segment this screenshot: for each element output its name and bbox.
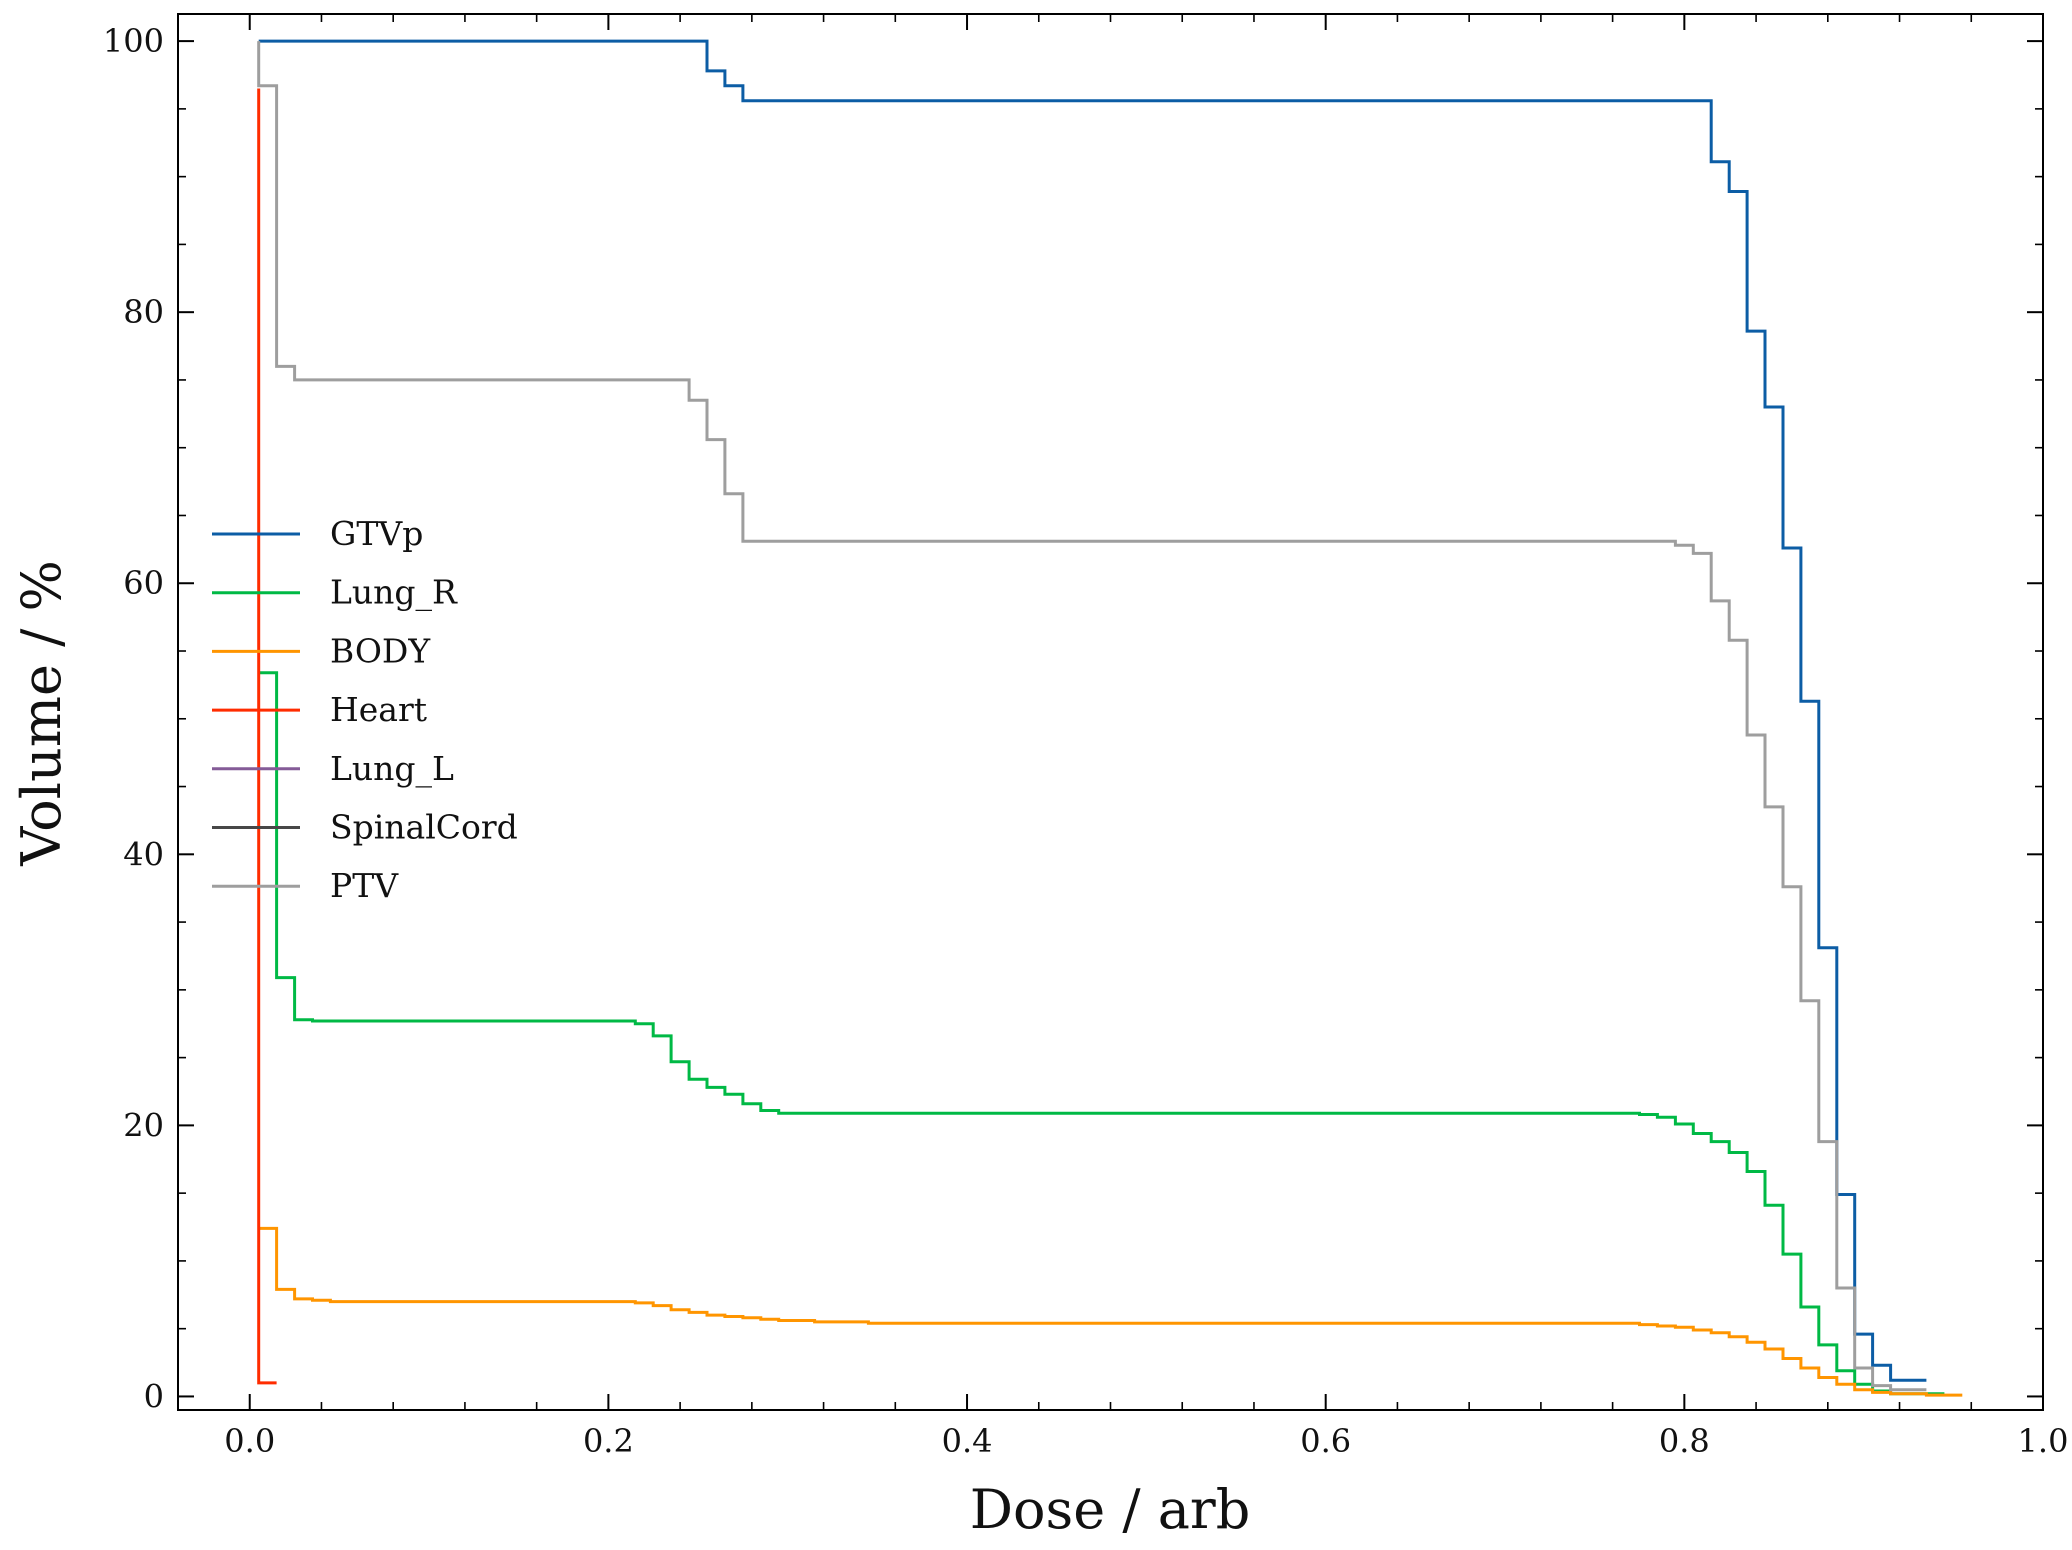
legend-label: Lung_R	[330, 573, 458, 613]
series-line-lung-r	[258, 671, 1945, 1396]
x-tick-label: 0.4	[942, 1422, 993, 1460]
y-tick-label: 100	[103, 22, 164, 60]
series-line-heart	[257, 88, 277, 1385]
series-line-ptv	[257, 41, 1927, 1392]
y-tick-label: 20	[123, 1106, 164, 1144]
plot-area	[177, 13, 2044, 1411]
series-line-body	[258, 1226, 1963, 1397]
x-tick-label: 0.2	[583, 1422, 634, 1460]
y-axis-ticks: 0 20 40 60 80 100	[103, 22, 2043, 1415]
plot-frame	[177, 13, 2044, 1411]
x-tick-label: 0.6	[1300, 1422, 1351, 1460]
legend-label: BODY	[330, 631, 431, 670]
legend-label: SpinalCord	[330, 808, 518, 847]
series-lines	[257, 39, 1963, 1397]
legend: GTVp Lung_R BODY Heart Lung_L SpinalCord PTV	[212, 514, 518, 905]
legend-label: Heart	[330, 690, 427, 729]
legend-label: GTVp	[330, 514, 423, 553]
y-tick-label: 80	[123, 293, 164, 331]
x-tick-label: 0.8	[1659, 1422, 1710, 1460]
y-tick-label: 40	[123, 835, 164, 873]
series-line-gtvp	[258, 39, 1927, 1382]
y-tick-label: 60	[123, 564, 164, 602]
y-tick-label: 0	[144, 1377, 164, 1415]
legend-label: Lung_L	[330, 749, 454, 789]
legend-label: PTV	[330, 866, 399, 905]
y-axis-title: Volume / %	[10, 560, 73, 867]
x-axis-title: Dose / arb	[970, 1478, 1251, 1541]
x-tick-label: 0.0	[224, 1422, 275, 1460]
x-tick-label: 1.0	[2018, 1422, 2069, 1460]
x-axis-ticks: 0.0 0.2 0.4 0.6 0.8 1.0	[177, 14, 2069, 1460]
